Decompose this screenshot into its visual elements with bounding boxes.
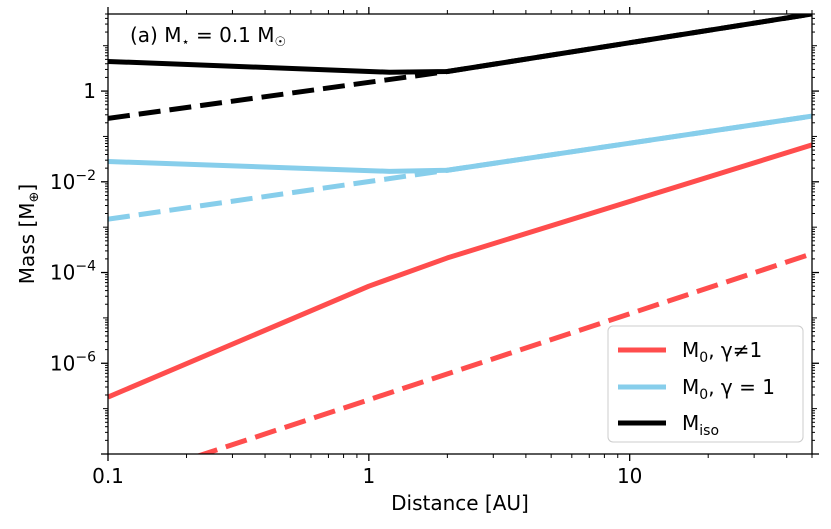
legend-label-gamma-ne-1: M0, γ≠1 — [682, 338, 762, 366]
y-tick-label-base: 10 — [50, 170, 75, 194]
legend: M0, γ≠1 M0, γ = 1 Miso — [607, 325, 804, 443]
y-tick-label-base: 10 — [50, 261, 75, 285]
legend-label-miso: Miso — [682, 411, 719, 439]
legend-label-miso-sub: iso — [699, 423, 719, 439]
legend-label-miso-main: M — [682, 411, 699, 435]
legend-label-gamma-ne-1-rest: , γ≠1 — [708, 338, 762, 362]
y-tick-label: 10−2 — [50, 168, 96, 194]
y-axis-label-end: ] — [15, 184, 39, 192]
x-tick-label: 1 — [362, 464, 375, 488]
panel-title-sun: ☉ — [275, 35, 287, 50]
x-axis-label: Distance [AU] — [391, 491, 529, 515]
y-axis-label-main: Mass [M — [15, 202, 39, 284]
y-tick-label-exp: −2 — [75, 168, 96, 184]
legend-label-gamma-eq-1-main: M — [682, 375, 699, 399]
y-tick-label-exp: −6 — [75, 349, 96, 365]
plot-frame — [107, 13, 813, 455]
y-tick-label: 1 — [83, 79, 96, 103]
panel-title-middle: = 0.1 M — [190, 23, 275, 47]
y-tick-label: 10−4 — [50, 259, 96, 285]
legend-label-gamma-eq-1-rest: , γ = 1 — [708, 375, 775, 399]
series-line-gne1-solid — [108, 142, 812, 400]
x-tick-label: 0.1 — [92, 464, 124, 488]
series-layer — [108, 14, 812, 454]
y-tick-label-exp: −4 — [75, 259, 96, 275]
legend-box — [607, 325, 804, 443]
panel-title: (a) M⋆ = 0.1 M☉ — [130, 23, 286, 50]
y-axis-label: Mass [M⊕] — [15, 184, 42, 285]
series-line-miso-dashed — [108, 14, 812, 121]
legend-label-gamma-eq-1-sub: 0 — [699, 387, 708, 403]
legend-label-gamma-eq-1: M0, γ = 1 — [682, 375, 775, 403]
legend-label-gamma-ne-1-main: M — [682, 338, 699, 362]
x-tick-label: 10 — [617, 464, 642, 488]
panel-title-star: ⋆ — [181, 35, 189, 50]
y-tick-label: 10−6 — [50, 349, 96, 375]
y-axis-label-sub: ⊕ — [27, 192, 42, 203]
series-line-g1-dashed — [108, 113, 812, 222]
y-tick-label-base: 10 — [50, 351, 75, 375]
panel-title-prefix: (a) M — [130, 23, 181, 47]
legend-label-gamma-ne-1-sub: 0 — [699, 350, 708, 366]
